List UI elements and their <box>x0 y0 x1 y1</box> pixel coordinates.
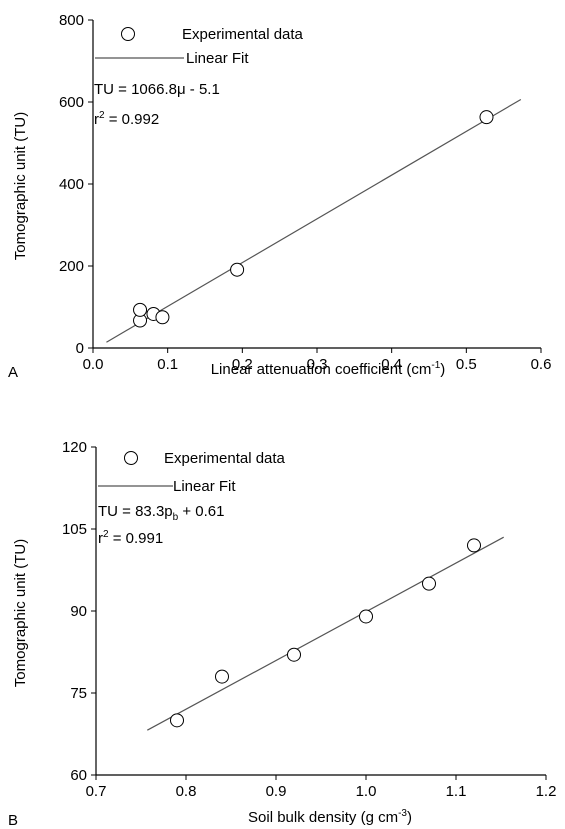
panel-b: 0.7 0.8 0.9 1.0 1.1 1.2 60 75 90 105 120 Experime… <box>8 439 556 829</box>
panel-b-x-tick-label: 0.9 <box>266 783 287 800</box>
panel-b-axes <box>95 447 546 776</box>
panel-a-r-squared-sup: 2 <box>99 110 105 121</box>
panel-b-data-point <box>287 647 301 662</box>
panel-a: 0.0 0.1 0.2 0.3 0.4 0.5 0.6 0 200 400 600 800 Expe… <box>8 12 551 381</box>
panel-a-fit-line-group <box>106 98 522 343</box>
panel-b-r-squared-sup: 2 <box>103 529 109 540</box>
panel-b-r-squared-prefix: r <box>98 530 103 547</box>
panel-b-x-axis-label-end: ) <box>407 809 412 826</box>
panel-a-x-axis-label-sup: -1 <box>431 360 440 371</box>
panel-b-equation-sub: b <box>173 512 179 523</box>
panel-b-y-tick-label: 120 <box>62 439 87 456</box>
panel-a-fit-line <box>106 98 522 343</box>
panel-a-letter: A <box>8 364 18 381</box>
panel-b-x-tick-label: 0.8 <box>176 783 197 800</box>
panel-b-x-tick-label: 0.7 <box>86 783 107 800</box>
panel-b-data-point <box>422 576 436 591</box>
panel-a-x-tick-label: 0.2 <box>232 356 253 373</box>
panel-a-x-tick-label: 0.5 <box>456 356 477 373</box>
panel-a-y-tick-label: 400 <box>59 176 84 193</box>
panel-a-legend-marker <box>121 27 135 41</box>
panel-a-y-tick-label: 800 <box>59 12 84 29</box>
panel-a-x-tick-label: 0.4 <box>381 356 402 373</box>
panel-a-data-point <box>155 310 170 325</box>
panel-a-y-tick-label: 0 <box>76 340 84 357</box>
panel-b-y-tick-label: 60 <box>70 767 87 784</box>
panel-b-data-point <box>467 538 481 553</box>
panel-b-legend-linear-fit: Linear Fit <box>173 478 236 495</box>
panel-a-x-axis-label-end: ) <box>440 361 445 378</box>
panel-a-y-ticks: 0 200 400 600 800 <box>59 12 93 357</box>
panel-a-x-axis-label: Linear attenuation coefficient (cm-1) <box>211 360 446 378</box>
panel-a-y-tick-label: 600 <box>59 94 84 111</box>
panel-b-data-point <box>215 669 229 684</box>
panel-b-x-tick-label: 1.1 <box>446 783 467 800</box>
panel-b-legend-experimental: Experimental data <box>164 450 286 467</box>
panel-b-x-tick-label: 1.2 <box>536 783 557 800</box>
panel-b-y-axis-label: Tomographic unit (TU) <box>12 539 29 687</box>
panel-b-x-tick-label: 1.0 <box>356 783 377 800</box>
panel-b-y-tick-label: 75 <box>70 685 87 702</box>
panel-b-x-axis-label-main: Soil bulk density (g cm <box>248 809 398 826</box>
panel-a-y-tick-label: 200 <box>59 258 84 275</box>
panel-a-r-squared-prefix: r <box>94 111 99 128</box>
panel-b-data-point <box>170 713 184 728</box>
panel-a-x-tick-label: 0.1 <box>157 356 178 373</box>
panel-a-legend-experimental: Experimental data <box>182 26 304 43</box>
panel-b-x-ticks: 0.7 0.8 0.9 1.0 1.1 1.2 <box>86 775 557 800</box>
panel-b-y-tick-label: 90 <box>70 603 87 620</box>
panel-a-x-axis-label-main: Linear attenuation coefficient (cm <box>211 361 432 378</box>
panel-a-r-squared-value: = 0.992 <box>105 111 160 128</box>
panel-b-points <box>170 538 481 728</box>
panel-b-fit-line-group <box>147 536 504 731</box>
panel-b-r-squared-value: = 0.991 <box>109 530 164 547</box>
panel-a-equation: TU = 1066.8μ - 5.1 <box>94 81 220 98</box>
panel-a-axes <box>92 20 541 349</box>
panel-a-r-squared: r2 = 0.992 <box>94 110 159 128</box>
panel-a-x-tick-label: 0.3 <box>307 356 328 373</box>
panel-a-x-tick-label: 0.0 <box>83 356 104 373</box>
panel-a-points <box>133 110 494 328</box>
panel-b-y-tick-label: 105 <box>62 521 87 538</box>
panel-a-x-tick-label: 0.6 <box>531 356 552 373</box>
panel-a-data-point <box>230 262 245 277</box>
panel-a-x-ticks: 0.0 0.1 0.2 0.3 0.4 0.5 0.6 <box>83 348 552 373</box>
panel-b-x-axis-label: Soil bulk density (g cm-3) <box>248 808 412 826</box>
panel-b-x-axis-label-sup: -3 <box>398 808 407 819</box>
panel-b-y-ticks: 60 75 90 105 120 <box>62 439 96 784</box>
panel-b-equation: TU = 83.3pb + 0.61 <box>98 503 225 523</box>
panel-b-legend-marker <box>124 451 138 465</box>
panel-a-data-point <box>133 302 148 317</box>
panel-a-y-axis-label: Tomographic unit (TU) <box>12 112 29 260</box>
panel-a-legend-linear-fit: Linear Fit <box>186 50 249 67</box>
panel-b-fit-line <box>147 536 504 731</box>
panel-b-data-point <box>359 609 373 624</box>
panel-a-data-point <box>479 110 494 125</box>
panel-b-equation-prefix: TU = 83.3p <box>98 503 173 520</box>
panel-b-r-squared: r2 = 0.991 <box>98 529 163 547</box>
panel-b-letter: B <box>8 812 18 829</box>
panel-b-equation-suffix: + 0.61 <box>178 503 224 520</box>
